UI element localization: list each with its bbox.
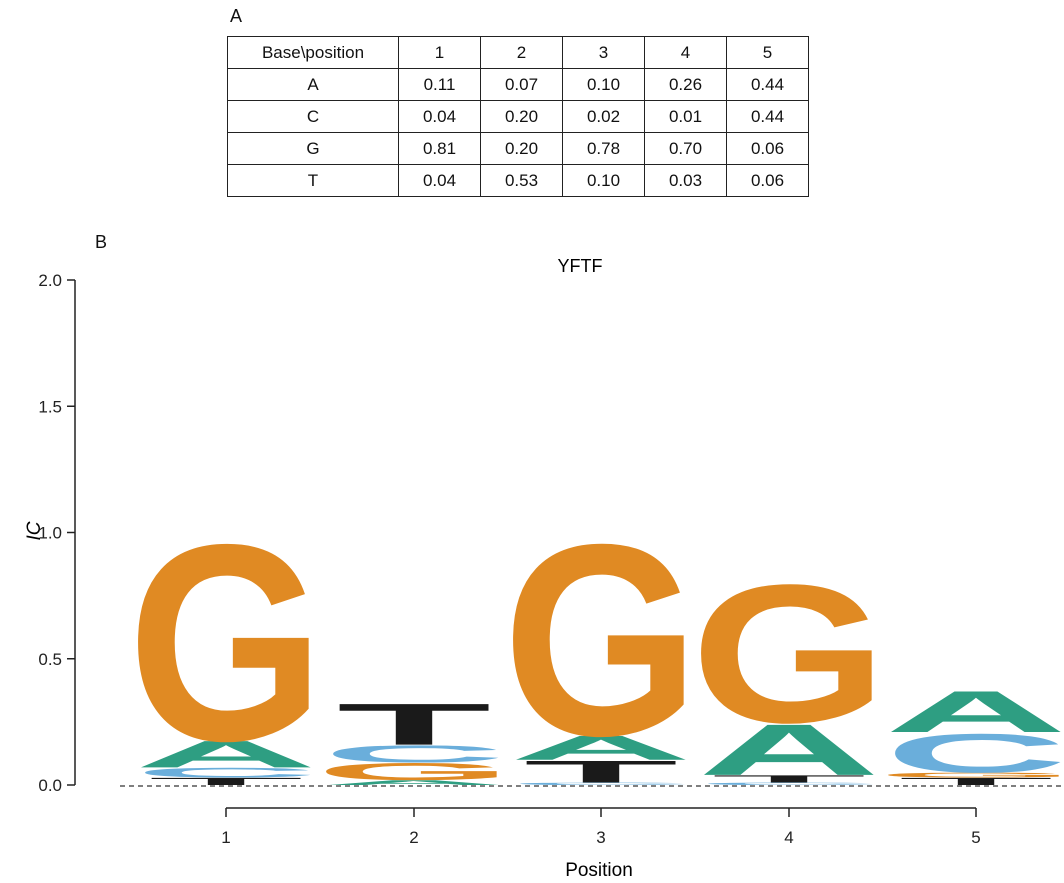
table-cell: 0.11: [398, 68, 481, 101]
table-header-cell: Base\position: [227, 36, 399, 69]
table-cell: 0.03: [644, 164, 727, 197]
y-tick-label: 0.0: [38, 776, 62, 795]
x-tick-label: 5: [971, 828, 980, 847]
logo-letter-a: A: [698, 710, 881, 791]
x-axis: 1 2 3 4 5: [221, 807, 981, 847]
table-header-cell: 5: [726, 36, 809, 69]
table-cell: 0.10: [562, 164, 645, 197]
logo-letter-t: T: [337, 691, 491, 757]
table-cell: T: [227, 164, 399, 197]
x-tick-label: 3: [596, 828, 605, 847]
table-row: T 0.04 0.53 0.10 0.03 0.06: [227, 164, 809, 197]
logo-letter-a: A: [510, 729, 693, 768]
table-header-row: Base\position 1 2 3 4 5: [227, 36, 809, 69]
logo-letter-c: C: [885, 722, 1064, 784]
logo-letter-a: A: [135, 733, 318, 776]
logo-letter-c: C: [698, 782, 881, 786]
logo-letter-a: A: [885, 679, 1064, 745]
position-frequency-table: Base\position 1 2 3 4 5 A 0.11 0.07 0.10…: [227, 36, 809, 197]
table-cell: 0.01: [644, 100, 727, 133]
x-axis-label: Position: [565, 860, 633, 881]
table-cell: 0.26: [644, 68, 727, 101]
y-tick-label: 1.5: [38, 397, 62, 416]
table-cell: 0.44: [726, 100, 809, 133]
logo-letter-g: G: [316, 758, 513, 785]
y-tick-label: 1.0: [38, 524, 62, 543]
logo-letter-c: C: [323, 740, 506, 767]
logo-letter-t: T: [712, 773, 866, 785]
x-tick-label: 2: [409, 828, 418, 847]
table-cell: 0.10: [562, 68, 645, 101]
panel-b-label: B: [95, 232, 108, 252]
logo-letter-t: T: [524, 754, 678, 789]
chart-title: YFTF: [558, 256, 603, 276]
table-cell: A: [227, 68, 399, 101]
table-cell: C: [227, 100, 399, 133]
x-tick-label: 4: [784, 828, 793, 847]
y-tick-label: 2.0: [38, 271, 62, 290]
logo-letter-a: A: [323, 779, 506, 787]
y-tick-label: 0.5: [38, 650, 62, 669]
table-cell: 0.20: [480, 100, 563, 133]
table-cell: 0.78: [562, 132, 645, 165]
table-cell: 0.70: [644, 132, 727, 165]
logo-letter-g: G: [878, 771, 1064, 779]
y-axis-label: IC: [24, 521, 45, 540]
table-cell: 0.06: [726, 164, 809, 197]
table-cell: 0.04: [398, 164, 481, 197]
panel-a-label: A: [230, 6, 243, 26]
table-cell: 0.53: [480, 164, 563, 197]
logo-letter-t: T: [149, 776, 303, 788]
table-cell: 0.20: [480, 132, 563, 165]
table-cell: 0.07: [480, 68, 563, 101]
y-axis: 0.0 0.5 1.0 1.5 2.0: [38, 271, 76, 795]
table-row: A 0.11 0.07 0.10 0.26 0.44: [227, 68, 809, 101]
logo-letter-t: T: [899, 776, 1053, 788]
table-row: C 0.04 0.20 0.02 0.01 0.44: [227, 100, 809, 133]
table-header-cell: 4: [644, 36, 727, 69]
logo-letter-g: G: [503, 487, 700, 792]
logo-letter-c: C: [510, 782, 693, 786]
logo-letter-g: G: [691, 544, 888, 764]
logo-letter-c: C: [135, 765, 318, 780]
table-cell: G: [227, 132, 399, 165]
logo-letter-g: G: [128, 485, 325, 799]
x-tick-label: 1: [221, 828, 230, 847]
